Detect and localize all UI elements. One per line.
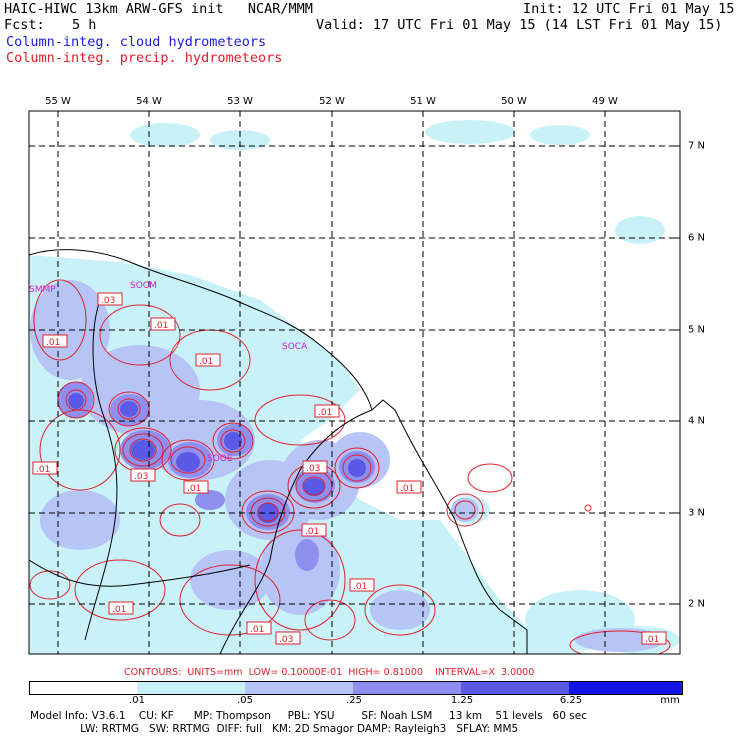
lat-label: 7 N [688, 140, 706, 152]
contour-value-label: .01 [400, 484, 414, 494]
contour-value-label: .01 [353, 582, 367, 592]
forecast-hour: 5 h [72, 17, 97, 33]
contour-value-label: .01 [112, 605, 126, 615]
lat-label: 4 N [688, 415, 706, 427]
colorbar-segment [461, 682, 569, 694]
plot-title: HAIC-HIWC 13km ARW-GFS init NCAR/MMM [4, 1, 313, 17]
colorbar-tick: 6.25 [559, 695, 583, 706]
colorbar-tick: .25 [346, 695, 362, 706]
lon-label: 53 W [227, 96, 253, 107]
lat-label: 2 N [688, 598, 706, 610]
colorbar-segment [353, 682, 461, 694]
contour-info-low: LOW= 0.10000E-01 [248, 667, 343, 678]
contour-info-interval: INTERVAL=X 3.0000 [435, 667, 535, 678]
contour-value-label: .01 [199, 357, 213, 367]
lon-label: 54 W [136, 96, 162, 107]
lat-lon-grid [29, 111, 680, 654]
cloud-fill-medium [30, 280, 665, 652]
lon-label: 49 W [592, 96, 618, 107]
station-label: SOCM [130, 281, 157, 291]
contour-info-high: HIGH= 0.81000 [348, 667, 423, 678]
colorbar-segment [245, 682, 353, 694]
model-info-line-1: Model Info: V3.6.1 CU: KF MP: Thompson P… [30, 710, 587, 722]
contour-value-label: .01 [645, 635, 659, 645]
lat-label: 5 N [688, 324, 706, 336]
station-label: SMMP [29, 285, 56, 295]
contour-labels: .03 .01 .01 .01 .01 .01 .03 .01 .03 .01 … [32, 292, 667, 645]
contour-value-label: .01 [250, 625, 264, 635]
contour-info: CONTOURS: UNITS=mm LOW= 0.10000E-01 HIGH… [124, 667, 534, 678]
colorbar-segment [137, 682, 245, 694]
contour-value-label: .03 [134, 472, 148, 482]
contour-value-label: .01 [187, 484, 201, 494]
colorbar-unit: mm [660, 695, 680, 706]
contour-value-label: .03 [101, 296, 115, 306]
colorbar-segment [569, 682, 682, 694]
contour-info-contours: CONTOURS: [124, 667, 182, 678]
lon-label: 51 W [410, 96, 436, 107]
contour-value-label: .01 [36, 465, 50, 475]
cloud-field-label: Column-integ. cloud hydrometeors [6, 34, 267, 50]
colorbar-segment [30, 682, 137, 694]
colorbar-tick: 1.25 [450, 695, 474, 706]
contour-value-label: .03 [306, 464, 320, 474]
precip-field-label: Column-integ. precip. hydrometeors [6, 50, 283, 66]
map-frame [28, 110, 681, 655]
valid-time: Valid: 17 UTC Fri 01 May 15 (14 LST Fri … [316, 17, 723, 33]
contour-value-label: .03 [279, 635, 293, 645]
forecast-label: Fcst: [4, 17, 45, 33]
lon-label: 55 W [45, 96, 71, 107]
contour-value-label: .01 [318, 408, 332, 418]
contour-value-label: .01 [46, 338, 60, 348]
colorbar [29, 681, 683, 695]
lat-label: 6 N [688, 232, 706, 244]
contour-value-label: .01 [305, 527, 319, 537]
lon-label: 52 W [319, 96, 345, 107]
colorbar-tick: .05 [237, 695, 253, 706]
axis-ticks [57, 111, 680, 605]
init-time: Init: 12 UTC Fri 01 May 15 [523, 1, 735, 17]
cloud-fill-core [68, 393, 366, 523]
lat-label: 3 N [688, 507, 706, 519]
station-label: SOOE [207, 454, 233, 464]
lon-label: 50 W [501, 96, 527, 107]
contour-info-units: UNITS=mm [187, 667, 243, 678]
station-label: SOCA [282, 342, 308, 352]
model-info-line-2: LW: RRTMG SW: RRTMG DIFF: full KM: 2D Sm… [30, 723, 519, 735]
colorbar-tick: .01 [129, 695, 145, 706]
contour-value-label: .01 [154, 321, 168, 331]
